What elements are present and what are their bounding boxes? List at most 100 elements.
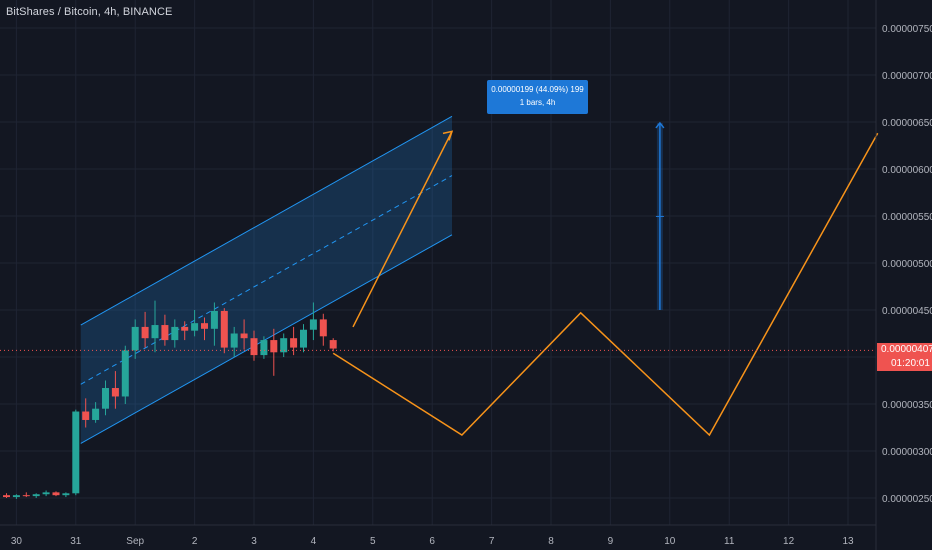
candle-body: [161, 325, 169, 341]
candle-body: [329, 340, 337, 349]
candle-body: [131, 326, 139, 351]
candle: [102, 380, 109, 416]
candle: [131, 319, 139, 359]
candle: [171, 319, 179, 348]
time-tick-label: Sep: [126, 536, 144, 547]
time-tick-label: 8: [548, 536, 554, 547]
measure-range-arrow: [655, 121, 665, 129]
chart-grid: [0, 0, 876, 525]
candle: [82, 398, 90, 428]
candle-body: [191, 323, 199, 331]
candle-body: [309, 319, 317, 330]
price-tick-label: 0.00000550: [882, 212, 932, 223]
candle: [62, 492, 70, 498]
candle-body: [121, 350, 129, 397]
time-tick-label: 13: [842, 536, 854, 547]
bar-countdown: 01:20:01: [891, 358, 930, 369]
candle: [210, 302, 218, 346]
candle: [290, 326, 298, 356]
candle: [201, 317, 208, 341]
price-tick-label: 0.00000350: [882, 400, 932, 411]
candle-body: [82, 411, 90, 420]
candle-body: [42, 492, 50, 495]
candle: [92, 402, 100, 423]
price-tick-label: 0.00000450: [882, 306, 932, 317]
time-tick-label: 3: [251, 536, 257, 547]
candle: [260, 336, 268, 359]
price-axis[interactable]: 0.00000750 0.00000700 0.00000650 0.00000600…: [875, 0, 932, 550]
candle-body: [102, 388, 109, 409]
candle-body: [290, 338, 298, 348]
channel-upper-line: [80, 115, 453, 326]
candle: [319, 313, 327, 346]
time-tick-label: 4: [311, 536, 317, 547]
candle: [230, 326, 238, 357]
time-tick-label: 9: [608, 536, 614, 547]
candle-body: [230, 333, 238, 348]
price-tick-label: 0.00000300: [882, 447, 932, 458]
candle-body: [171, 326, 179, 341]
candle: [141, 311, 149, 348]
candle: [111, 371, 119, 409]
candle-body: [52, 492, 60, 496]
candle-body: [22, 495, 30, 497]
projection-arrow-head: [442, 130, 454, 141]
price-tick-label: 0.00000500: [882, 259, 932, 270]
price-range-measure[interactable]: [655, 121, 665, 310]
channel-fill: [80, 116, 452, 444]
candle: [300, 324, 307, 353]
time-tick-label: 7: [489, 536, 495, 547]
candle: [240, 319, 248, 350]
projection-zigzag: [332, 132, 879, 437]
candle-body: [280, 338, 288, 353]
last-price-value: 0.00000407: [881, 344, 932, 355]
candle: [121, 345, 129, 404]
candle: [181, 321, 189, 341]
time-tick-label: 30: [11, 536, 23, 547]
candle-body: [92, 408, 100, 420]
candle-body: [32, 494, 40, 497]
candle-body: [270, 340, 278, 353]
projection-drawings[interactable]: [332, 130, 879, 437]
price-tick-label: 0.00000700: [882, 71, 932, 82]
candle: [151, 300, 159, 353]
candle-body: [260, 340, 268, 356]
candle-body: [151, 325, 159, 339]
price-tick-label: 0.00000600: [882, 165, 932, 176]
candle-body: [3, 495, 10, 498]
candle: [220, 308, 228, 354]
projection-arrow-line: [352, 131, 453, 328]
candle-body: [250, 338, 258, 356]
candle-body: [141, 326, 149, 339]
time-tick-label: 12: [783, 536, 795, 547]
candle-body: [181, 326, 189, 331]
last-price-tag: 0.00000407 01:20:01: [877, 343, 932, 371]
time-axis[interactable]: 30 31 Sep 2 3 4 5 6 7 8 9 10 11 12 13: [0, 524, 876, 547]
candle: [309, 302, 317, 341]
time-tick-label: 10: [664, 536, 676, 547]
measure-callout-change: 0.00000199 (44.09%) 199: [491, 85, 584, 94]
candlestick-series: [0, 300, 337, 499]
candle: [161, 314, 169, 346]
measure-callout: 0.00000199 (44.09%) 199 1 bars, 4h: [487, 80, 588, 114]
price-tick-label: 0.00000750: [882, 24, 932, 35]
channel-midline: [80, 175, 453, 385]
candle-body: [240, 333, 248, 339]
price-tick-label: 0.00000250: [882, 494, 932, 505]
candle-body: [12, 495, 20, 498]
channel-lower-line: [80, 234, 453, 444]
candle-body: [319, 319, 327, 337]
candle-body: [300, 329, 307, 348]
time-tick-label: 11: [724, 536, 735, 547]
candle: [280, 333, 288, 357]
time-tick-label: 5: [370, 536, 376, 547]
price-tick-label: 0.00000650: [882, 118, 932, 129]
chart-title: BitShares / Bitcoin, 4h, BINANCE: [6, 6, 173, 18]
candle-body: [201, 323, 208, 329]
parallel-channel[interactable]: [80, 115, 453, 444]
time-tick-label: 31: [70, 536, 82, 547]
time-tick-label: 2: [192, 536, 198, 547]
candle: [42, 490, 50, 497]
candle: [72, 409, 80, 496]
